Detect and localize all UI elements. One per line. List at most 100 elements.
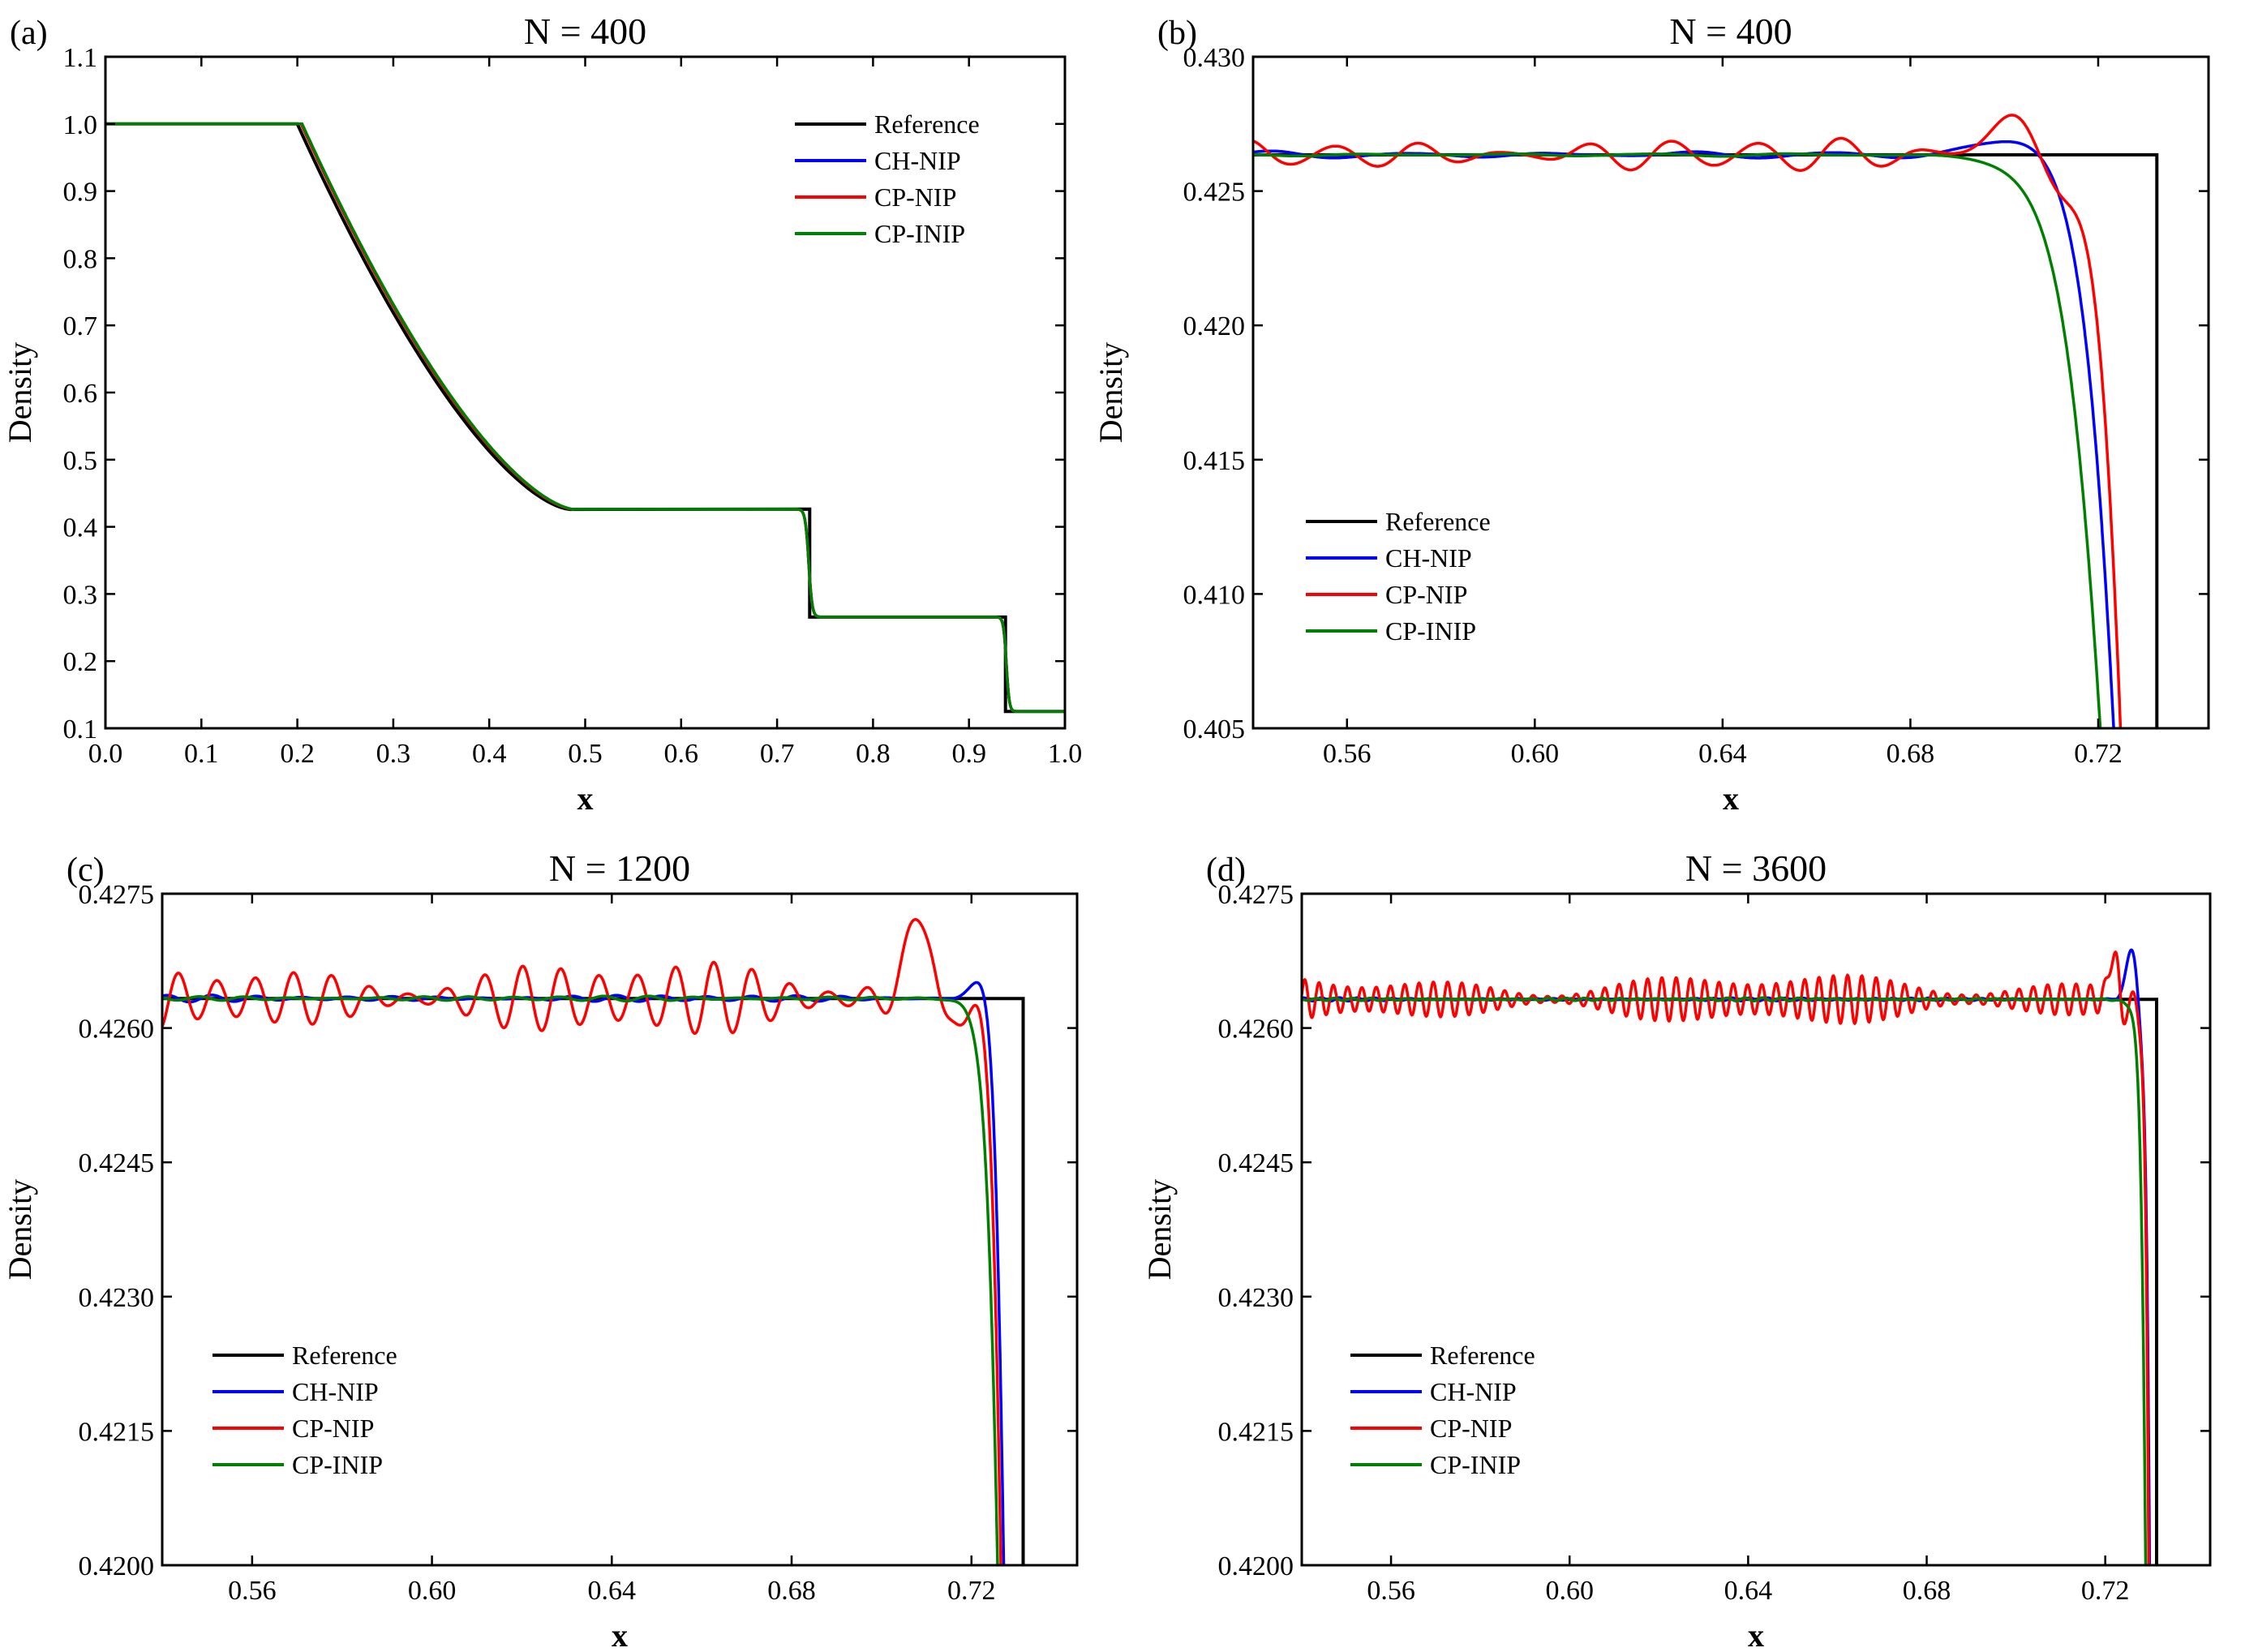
x-tick-label: 0.2 — [280, 739, 315, 769]
x-tick-label: 0.68 — [1903, 1576, 1951, 1606]
plot-area — [105, 122, 1065, 714]
y-tick-label: 0.9 — [63, 178, 98, 208]
plot-area — [1302, 948, 2158, 1565]
x-axis-label: x — [577, 780, 594, 817]
chart-panel-1: 0.0 0.1 0.2 0.3 0.4 0.5 0.6 0.7 0.8 0.9 1.00.10.20… — [2, 11, 1082, 817]
x-tick-label: 0.8 — [856, 739, 891, 769]
panel-label: (a) — [10, 15, 48, 52]
legend-label: CP-NIP — [874, 182, 956, 212]
y-tick-label: 0.410 — [1183, 580, 1246, 610]
series-line-cp-inip — [1253, 152, 2102, 728]
legend: Reference CH-NIP CP-NIP CP-INIP — [1350, 1341, 1535, 1479]
legend: Reference CH-NIP CP-NIP CP-INIP — [212, 1341, 397, 1479]
x-tick-label: 0.0 — [88, 739, 123, 769]
x-tick-label: 0.7 — [760, 739, 795, 769]
chart-title: N = 400 — [1669, 11, 1792, 52]
series-line-cp-nip — [1253, 114, 2123, 728]
y-tick-label: 0.1 — [63, 714, 98, 744]
legend: Reference CH-NIP CP-NIP CP-INIP — [1306, 507, 1491, 646]
x-tick-label: 0.56 — [228, 1576, 277, 1606]
x-tick-label: 0.64 — [1698, 739, 1747, 769]
x-tick-label: 0.9 — [951, 739, 986, 769]
y-tick-label: 0.4215 — [1218, 1417, 1294, 1447]
y-tick-label: 0.8 — [63, 244, 98, 274]
y-tick-label: 0.4260 — [1218, 1015, 1294, 1045]
chart-title: N = 3600 — [1685, 847, 1827, 889]
legend-label: CH-NIP — [874, 146, 961, 175]
chart-panel-3: 0.56 0.60 0.64 0.68 0.72 0.4200 0.4215 0.4230 0.… — [2, 847, 1079, 1652]
legend-label: Reference — [1430, 1341, 1535, 1370]
series-line-cp-nip — [1302, 950, 2151, 1565]
legend-label: CP-INIP — [1430, 1450, 1521, 1479]
y-tick-label: 0.2 — [63, 647, 98, 677]
chart-title: N = 400 — [524, 11, 646, 52]
y-axis-label: Density — [2, 342, 38, 443]
plot-frame — [1300, 892, 2212, 1567]
legend-label: CH-NIP — [1430, 1377, 1517, 1406]
y-tick-label: 0.4200 — [1218, 1551, 1294, 1581]
y-tick-label: 0.4275 — [1218, 880, 1294, 910]
chart-panel-2: 0.56 0.60 0.64 0.68 0.72 0.405 0.410 0.415 0.420… — [1093, 11, 2210, 817]
y-tick-label: 0.4230 — [79, 1283, 155, 1313]
x-tick-label: 0.56 — [1323, 739, 1372, 769]
x-tick-label: 0.68 — [767, 1576, 816, 1606]
legend-label: Reference — [874, 109, 980, 139]
y-tick-label: 0.4245 — [1218, 1148, 1294, 1178]
x-axis-label: x — [1748, 1617, 1764, 1652]
legend-label: CH-NIP — [1385, 543, 1472, 573]
y-tick-label: 0.5 — [63, 446, 98, 476]
y-tick-label: 0.4260 — [79, 1015, 155, 1045]
y-tick-label: 0.4245 — [79, 1148, 155, 1178]
x-axis-label: x — [1723, 780, 1739, 817]
y-tick-label: 0.405 — [1183, 714, 1246, 744]
x-tick-label: 0.64 — [1724, 1576, 1773, 1606]
y-tick-label: 0.415 — [1183, 446, 1246, 476]
panel-label: (b) — [1157, 15, 1197, 52]
x-tick-label: 0.60 — [408, 1576, 457, 1606]
legend-label: Reference — [1385, 507, 1491, 536]
y-tick-label: 1.1 — [63, 43, 98, 73]
x-tick-label: 0.6 — [664, 739, 699, 769]
x-tick-label: 0.56 — [1367, 1576, 1415, 1606]
legend-label: CH-NIP — [292, 1377, 379, 1406]
x-tick-label: 0.60 — [1545, 1576, 1594, 1606]
legend-label: CP-INIP — [874, 219, 965, 248]
x-tick-label: 0.5 — [568, 739, 603, 769]
legend-label: CP-NIP — [292, 1414, 374, 1443]
y-tick-label: 0.6 — [63, 379, 98, 409]
y-tick-label: 0.4230 — [1218, 1283, 1294, 1313]
y-tick-label: 0.7 — [63, 311, 98, 341]
legend-label: CP-INIP — [292, 1450, 383, 1479]
y-tick-label: 0.3 — [63, 580, 98, 610]
y-tick-label: 0.4275 — [79, 880, 155, 910]
chart-panel-4: 0.56 0.60 0.64 0.68 0.72 0.4200 0.4215 0.4230 0.… — [1141, 847, 2212, 1652]
y-tick-label: 0.4 — [63, 513, 98, 543]
x-axis-label: x — [612, 1617, 628, 1652]
plot-frame — [161, 892, 1079, 1567]
legend: Reference CH-NIP CP-NIP CP-INIP — [795, 109, 980, 248]
y-axis-label: Density — [2, 1179, 38, 1280]
x-tick-label: 1.0 — [1048, 739, 1083, 769]
x-tick-label: 0.64 — [588, 1576, 637, 1606]
x-tick-label: 0.72 — [947, 1576, 996, 1606]
chart-title: N = 1200 — [549, 847, 690, 889]
plot-area — [162, 918, 1025, 1565]
x-tick-label: 0.1 — [184, 739, 219, 769]
y-tick-label: 0.425 — [1183, 178, 1246, 208]
x-tick-label: 0.3 — [376, 739, 411, 769]
x-tick-label: 0.68 — [1887, 739, 1935, 769]
series-line-cp-nip — [162, 918, 1002, 1565]
y-axis-label: Density — [1141, 1179, 1178, 1280]
y-tick-label: 0.420 — [1183, 311, 1246, 341]
legend-label: CP-INIP — [1385, 616, 1476, 646]
series-line-cp-inip — [1302, 996, 2148, 1565]
plot-area — [1253, 114, 2159, 728]
y-tick-label: 0.4215 — [79, 1417, 155, 1447]
legend-label: CP-NIP — [1385, 580, 1467, 609]
x-tick-label: 0.72 — [2081, 1576, 2130, 1606]
x-tick-label: 0.72 — [2074, 739, 2123, 769]
y-tick-label: 0.430 — [1183, 43, 1246, 73]
plot-frame — [1251, 55, 2210, 730]
y-tick-label: 1.0 — [63, 110, 98, 140]
